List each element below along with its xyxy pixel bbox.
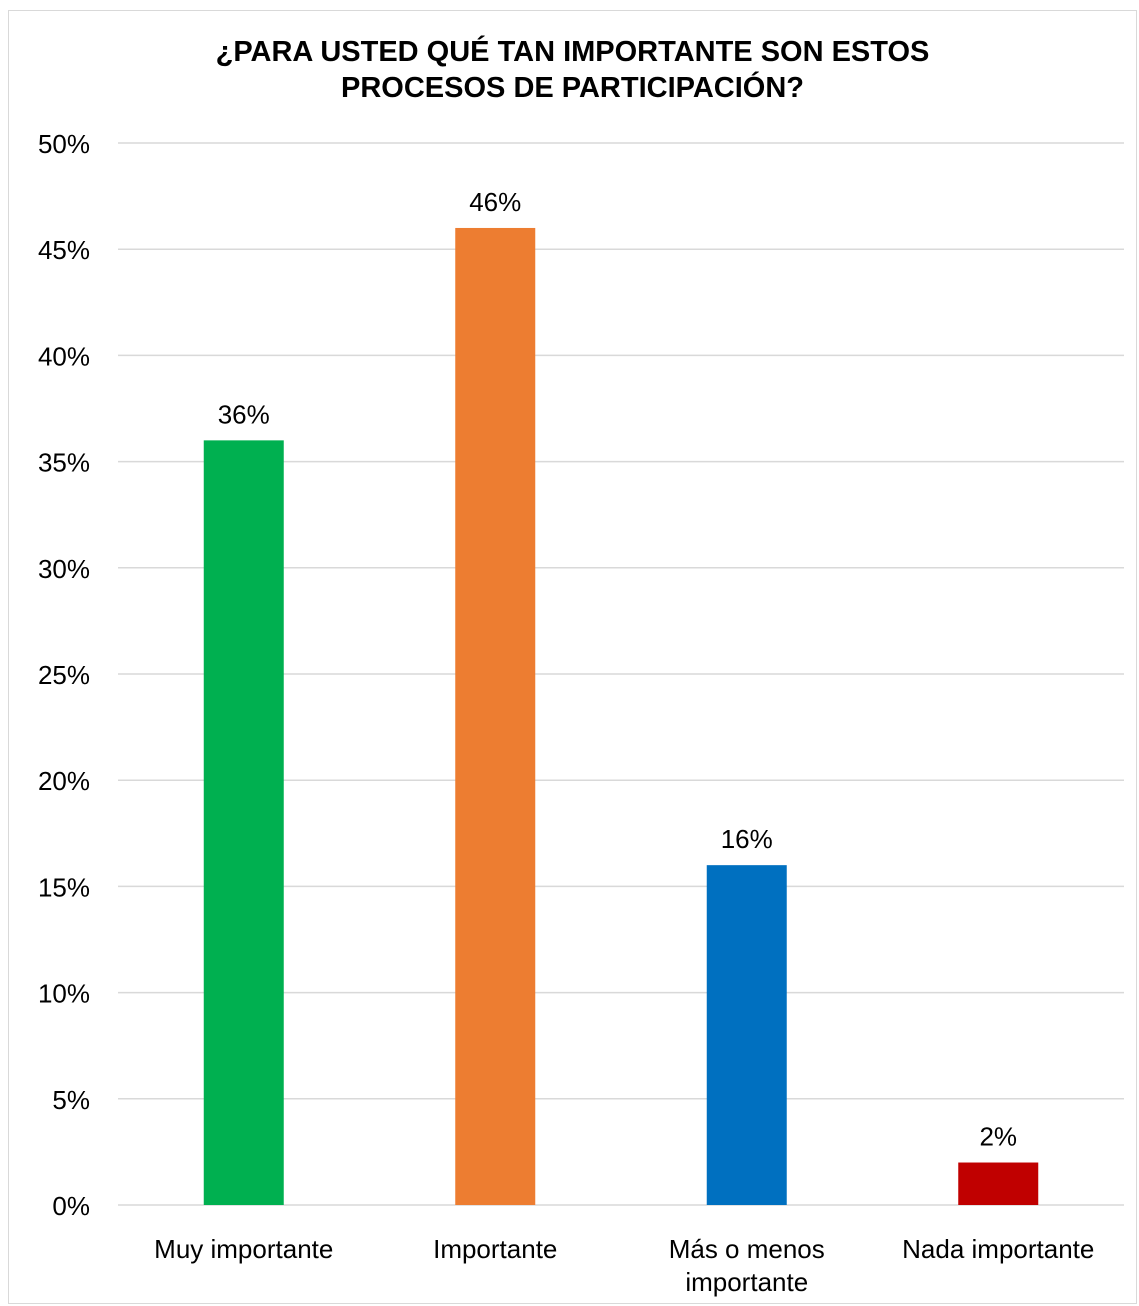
x-category-label: Muy importante	[154, 1234, 333, 1264]
y-tick-label: 15%	[38, 872, 90, 902]
y-tick-label: 10%	[38, 979, 90, 1009]
data-label: 16%	[721, 824, 773, 854]
chart-title-line-1: ¿PARA USTED QUÉ TAN IMPORTANTE SON ESTOS	[215, 36, 930, 68]
data-label: 2%	[979, 1122, 1017, 1152]
x-category-label: importante	[685, 1267, 808, 1297]
bar	[706, 865, 787, 1205]
y-tick-label: 30%	[38, 554, 90, 584]
bar	[203, 440, 284, 1205]
y-tick-label: 25%	[38, 660, 90, 690]
x-category-label: Importante	[433, 1234, 557, 1264]
bars	[203, 227, 1039, 1205]
x-category-label: Nada importante	[902, 1234, 1094, 1264]
y-tick-label: 40%	[38, 341, 90, 371]
bar	[958, 1162, 1039, 1205]
chart-title: ¿PARA USTED QUÉ TAN IMPORTANTE SON ESTOS…	[8, 34, 1137, 106]
bar	[455, 227, 536, 1205]
data-labels: 36% 46% 16% 2%	[218, 187, 1017, 1152]
data-label: 46%	[469, 187, 521, 217]
x-category-label: Más o menos	[669, 1234, 825, 1264]
gridlines	[118, 142, 1124, 1206]
y-tick-label: 0%	[52, 1191, 90, 1221]
y-tick-label: 35%	[38, 448, 90, 478]
chart-area	[8, 10, 1137, 1304]
data-label: 36%	[218, 399, 270, 429]
y-tick-label: 50%	[38, 129, 90, 159]
y-axis-tick-labels: 0% 5% 10% 15% 20% 25% 30% 35% 40% 45% 50%	[38, 129, 90, 1221]
chart-title-line-2: PROCESOS DE PARTICIPACIÓN?	[341, 72, 804, 104]
y-tick-label: 45%	[38, 235, 90, 265]
x-axis-category-labels: Muy importante Importante Más o menosimpor…	[154, 1234, 1094, 1297]
y-tick-label: 5%	[52, 1085, 90, 1115]
y-tick-label: 20%	[38, 766, 90, 796]
